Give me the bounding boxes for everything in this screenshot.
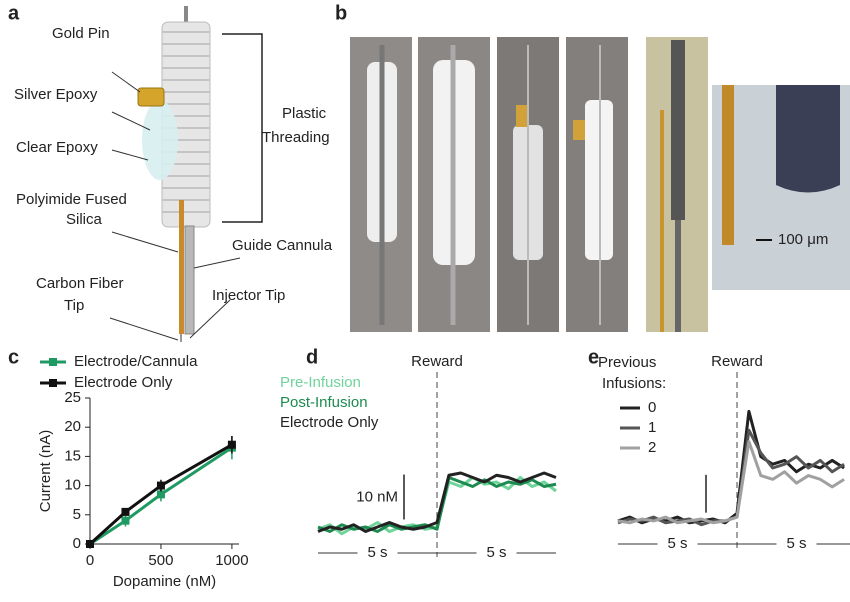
y-tick-label: 25 <box>64 389 81 406</box>
label: Guide Cannula <box>232 237 333 254</box>
label: Carbon Fiber <box>36 275 124 292</box>
label: Threading <box>262 129 330 146</box>
label: Silica <box>66 211 103 228</box>
label: Polyimide Fused <box>16 191 127 208</box>
label-bg <box>357 544 398 562</box>
label: Clear Epoxy <box>16 139 98 156</box>
y-tick-label: 10 <box>64 477 81 494</box>
label: Tip <box>64 297 84 314</box>
legend-label: Post-Infusion <box>280 394 368 411</box>
label: Gold Pin <box>52 25 110 42</box>
panel-letter: c <box>8 346 19 368</box>
scale-label: 10 nM <box>356 488 398 505</box>
label: Injector Tip <box>212 287 285 304</box>
label-bg <box>776 535 817 553</box>
panel-letter: b <box>335 2 347 24</box>
trace-line <box>617 440 845 525</box>
point <box>121 516 130 525</box>
time-label: 5 s <box>486 544 506 561</box>
legend-label: Pre-Infusion <box>280 374 361 391</box>
legend-label: 0 <box>648 399 656 416</box>
point <box>156 481 165 490</box>
y-axis-label: Current (nA) <box>37 430 54 513</box>
scale-label: 100 μm <box>778 231 828 248</box>
y-tick-label: 0 <box>73 535 81 552</box>
x-tick-label: 500 <box>148 552 173 569</box>
time-label: 5 s <box>667 535 687 552</box>
legend-label: 2 <box>648 439 656 456</box>
label-bg <box>476 544 517 562</box>
series-line <box>88 443 233 546</box>
y-tick-label: 20 <box>64 418 81 435</box>
event-label: Reward <box>411 353 463 370</box>
legend-label: Electrode Only <box>74 374 173 391</box>
event-label: Reward <box>711 353 763 370</box>
legend-label: Electrode Only <box>280 414 379 431</box>
panel-letter: a <box>8 2 20 24</box>
y-tick-label: 15 <box>64 447 81 464</box>
photos: 100 μm <box>350 37 850 332</box>
x-axis-label: Dopamine (nM) <box>113 573 216 590</box>
label: Plastic <box>282 105 327 122</box>
panel-letter: d <box>306 346 318 368</box>
series-line <box>89 446 233 546</box>
point <box>227 440 236 449</box>
x-tick-label: 1000 <box>215 552 248 569</box>
x-tick-label: 0 <box>86 552 94 569</box>
point <box>156 490 165 499</box>
panel-letter: e <box>588 346 599 368</box>
probe-diagram: Gold Pin Silver Epoxy Clear Epoxy Polyim… <box>14 6 333 342</box>
legend-title: Previous <box>598 354 656 371</box>
trace-line <box>317 471 557 533</box>
legend-title: Infusions: <box>602 375 666 392</box>
label: Silver Epoxy <box>14 86 98 103</box>
label-bg <box>657 535 698 553</box>
legend-swatch <box>49 379 57 387</box>
time-label: 5 s <box>367 544 387 561</box>
point <box>121 507 130 516</box>
legend-label: 1 <box>648 419 656 436</box>
y-tick-label: 5 <box>73 506 81 523</box>
legend-label: Electrode/Cannula <box>74 353 198 370</box>
legend-swatch <box>49 358 57 366</box>
time-label: 5 s <box>786 535 806 552</box>
point <box>86 540 94 548</box>
